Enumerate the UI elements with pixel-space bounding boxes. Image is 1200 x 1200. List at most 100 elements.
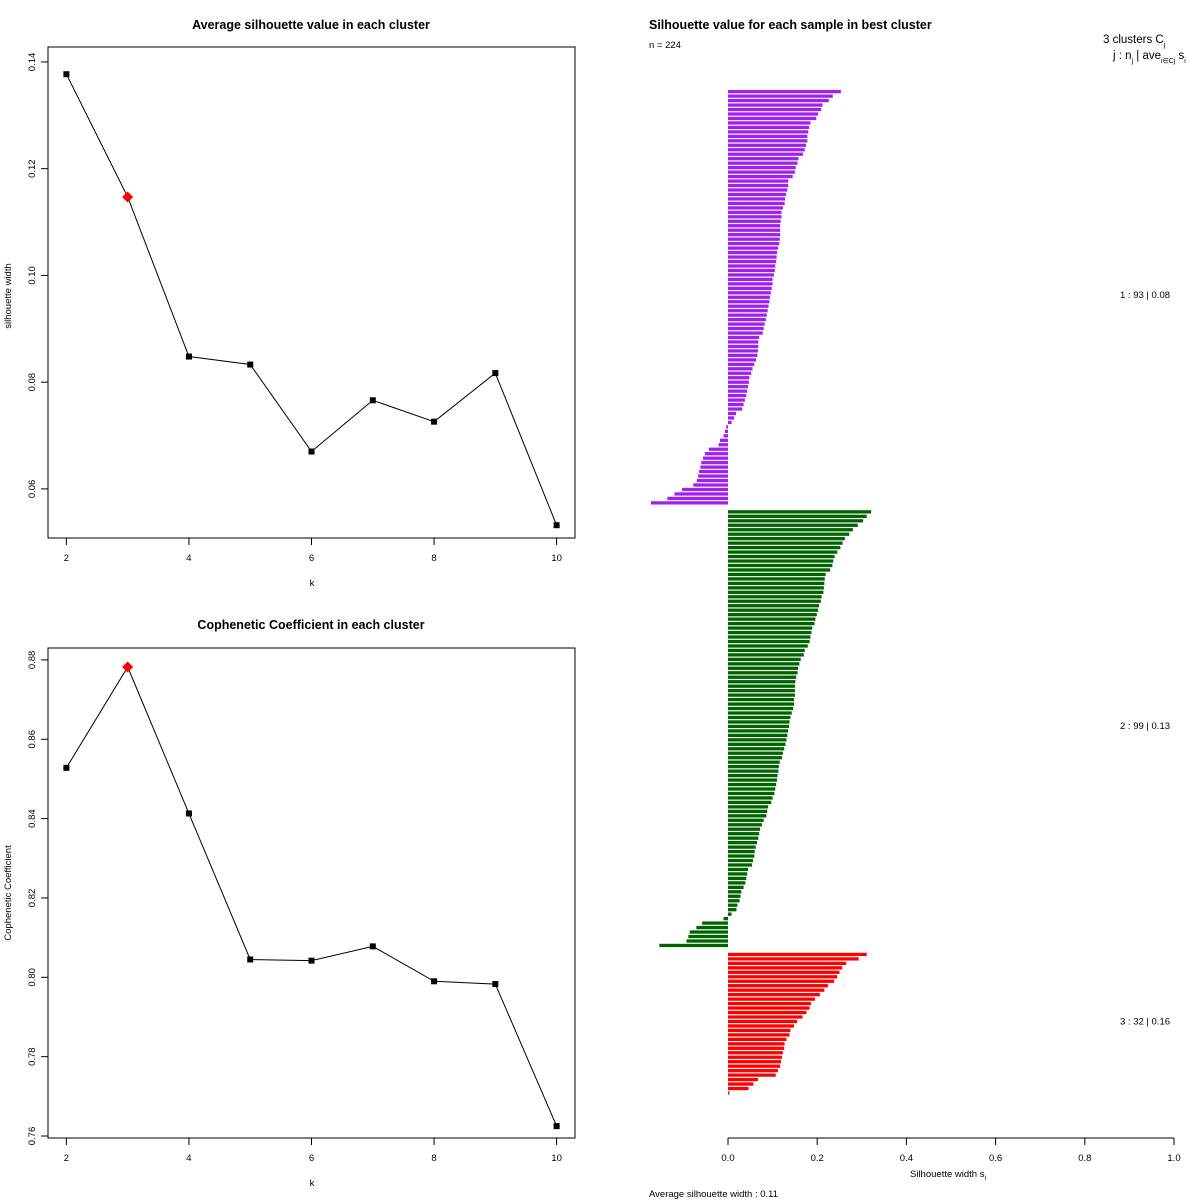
silhouette-bar — [728, 264, 776, 268]
silhouette-bar — [728, 300, 770, 304]
silhouette-bar — [728, 268, 775, 273]
silhouette-bar — [728, 322, 765, 326]
data-point — [63, 764, 70, 771]
silhouette-bar — [728, 519, 864, 523]
data-point — [185, 353, 192, 360]
silhouette-bar — [728, 353, 758, 358]
silhouette-bar — [728, 1073, 776, 1077]
series-points — [63, 661, 560, 1130]
silhouette-bar — [728, 389, 748, 393]
silhouette-bar — [728, 662, 800, 666]
silhouette-bar — [682, 487, 728, 492]
x-tick-label: 10 — [551, 553, 562, 564]
silhouette-bar — [728, 224, 781, 228]
silhouette-bar — [700, 465, 728, 469]
data-point — [553, 522, 560, 529]
y-axis-label: Cophenetic Coefficient — [3, 845, 14, 941]
silhouette-bar — [728, 872, 748, 876]
silhouette-bar — [728, 174, 793, 179]
silhouette-bar — [728, 738, 787, 742]
silhouette-bar — [701, 461, 728, 465]
silhouette-bar — [728, 134, 808, 138]
silhouette-bar — [728, 903, 738, 907]
silhouette-bar — [728, 742, 786, 746]
silhouette-bar — [728, 161, 798, 165]
silhouette-bar — [723, 916, 728, 921]
silhouette-bar — [728, 139, 808, 143]
legend-header-line1: 3 clusters Cj — [1103, 34, 1166, 49]
x-tick-label: 6 — [309, 1153, 314, 1164]
silhouette-bars — [650, 90, 872, 1095]
silhouette-bar — [728, 121, 811, 125]
silhouette-bar — [728, 590, 824, 594]
silhouette-bar — [728, 349, 758, 353]
x-tick-label: 8 — [431, 553, 436, 564]
silhouette-bar — [728, 291, 771, 295]
x-axis-label: k — [310, 578, 315, 589]
silhouette-bar — [728, 362, 755, 366]
silhouette-bar — [728, 344, 759, 349]
silhouette-bar — [728, 586, 824, 590]
silhouette-bar — [728, 313, 767, 317]
silhouette-bar — [728, 523, 858, 527]
silhouette-bar — [728, 689, 795, 693]
silhouette-bar — [728, 608, 819, 612]
silhouette-bar — [728, 165, 796, 170]
silhouette-bar — [728, 407, 743, 411]
sample-count: n = 224 — [649, 40, 681, 51]
silhouette-bar — [696, 925, 728, 930]
silhouette-bar — [728, 1033, 790, 1037]
silhouette-bar — [728, 380, 749, 384]
silhouette-bar — [728, 975, 838, 979]
silhouette-bar — [728, 1001, 811, 1006]
silhouette-bar — [728, 840, 757, 845]
silhouette-bar — [728, 554, 835, 559]
silhouette-bar — [674, 492, 728, 496]
silhouette-bar — [728, 1037, 787, 1041]
average-silhouette-footer: Average silhouette width : 0.11 — [649, 1189, 778, 1200]
chart-title: Average silhouette value in each cluster — [192, 18, 430, 32]
data-point — [492, 981, 499, 988]
tick-group: 2 4 6 8 10 0.76 0.78 0.80 0.82 0.84 0.86 0.88 — [27, 651, 562, 1164]
silhouette-bar — [728, 720, 790, 724]
silhouette-bar — [728, 653, 804, 657]
silhouette-bar — [728, 993, 820, 997]
silhouette-bar — [726, 425, 728, 429]
silhouette-bar — [728, 648, 805, 653]
silhouette-bar — [728, 863, 753, 867]
silhouette-bar — [728, 671, 798, 675]
silhouette-bar — [718, 443, 728, 447]
silhouette-bar — [728, 881, 746, 885]
cluster-label: 3 : 32 | 0.16 — [1120, 1016, 1170, 1027]
silhouette-bar — [724, 429, 728, 434]
y-tick-label: 0.06 — [27, 480, 38, 499]
data-point — [369, 943, 376, 950]
silhouette-bar — [728, 613, 817, 617]
silhouette-bar — [728, 1006, 810, 1010]
silhouette-bar — [728, 729, 789, 733]
silhouette-bar — [728, 836, 759, 840]
silhouette-bar — [728, 331, 763, 335]
silhouette-bar — [728, 769, 779, 773]
silhouette-bar — [728, 782, 777, 787]
silhouette-bar — [728, 309, 768, 313]
silhouette-bar — [728, 657, 801, 662]
silhouette-bar — [728, 398, 745, 402]
x-tick-label: 0.6 — [989, 1153, 1002, 1164]
silhouette-bar — [728, 545, 841, 550]
silhouette-bar — [728, 961, 847, 966]
silhouette-bar — [728, 358, 757, 362]
silhouette-bar — [723, 434, 728, 438]
silhouette-bar — [728, 832, 760, 836]
y-tick-label: 0.14 — [27, 53, 38, 72]
silhouette-bar — [728, 604, 819, 608]
silhouette-bar — [728, 849, 755, 854]
silhouette-bar — [704, 452, 728, 456]
silhouette-bar — [728, 581, 825, 586]
y-tick-label: 0.80 — [27, 968, 38, 987]
silhouette-bar — [728, 148, 805, 152]
silhouette-bar — [728, 697, 795, 702]
silhouette-bar — [728, 912, 732, 916]
silhouette-bar — [728, 1051, 783, 1055]
silhouette-bar — [728, 1019, 798, 1024]
